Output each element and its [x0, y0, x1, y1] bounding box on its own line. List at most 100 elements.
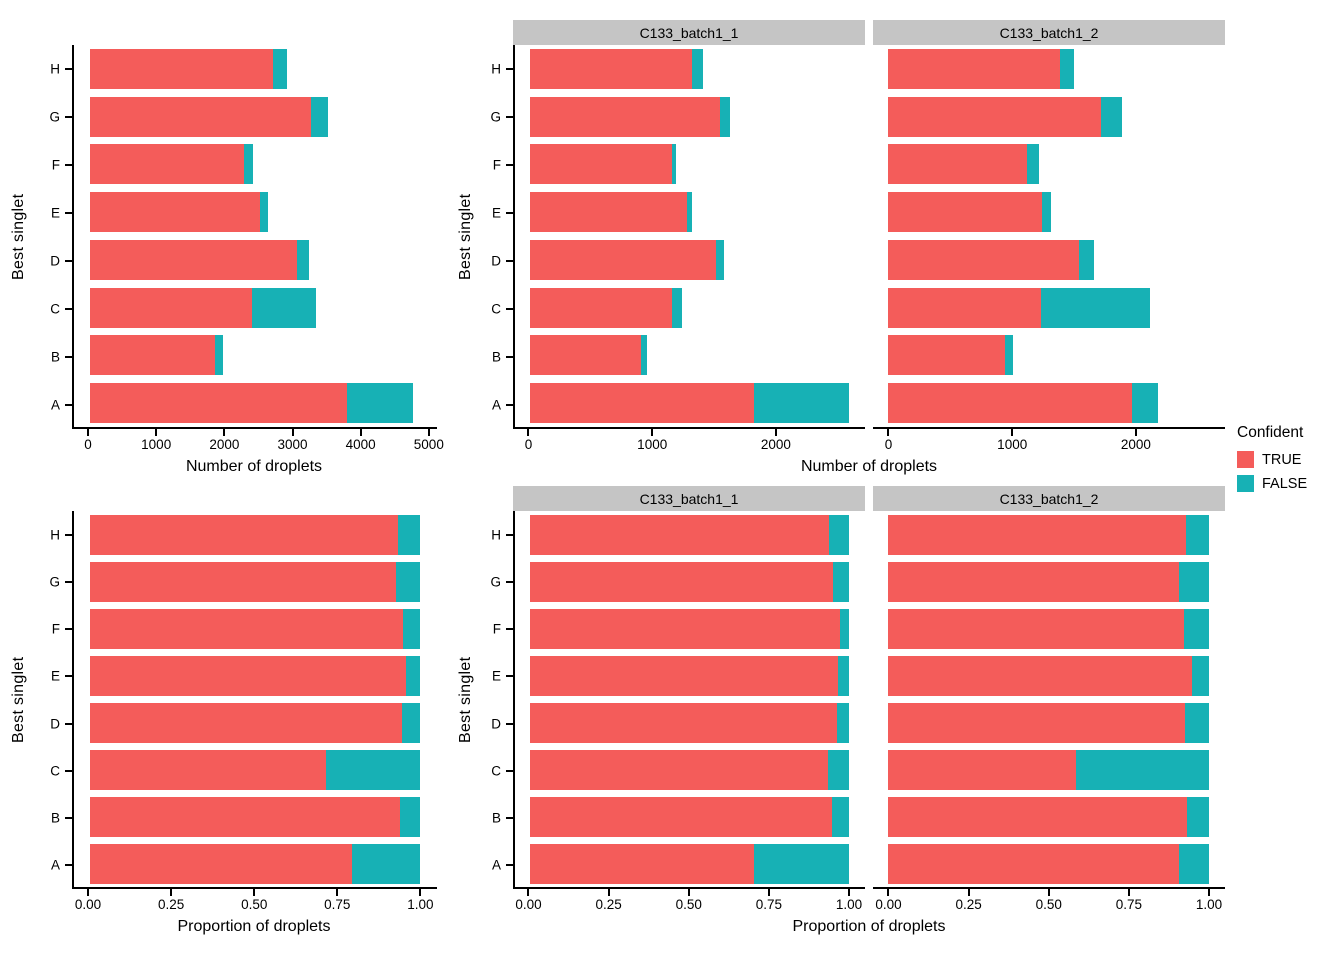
bar-segment-true [888, 335, 1005, 376]
legend-item-false: FALSE [1237, 475, 1307, 492]
bar-segment-false [402, 608, 421, 649]
stacked-bar [89, 96, 437, 137]
stacked-bar [89, 608, 437, 649]
x-tick-label: 3000 [277, 437, 308, 452]
bar-row-E [888, 652, 1225, 699]
x-tick-label: 0.50 [241, 897, 268, 912]
bar-row-D [888, 699, 1225, 746]
bar-segment-true [89, 608, 403, 649]
y-tick-mark [65, 817, 72, 820]
stacked-bar [530, 655, 865, 696]
bar-segment-true [888, 192, 1042, 233]
bar-row-A [530, 379, 865, 427]
y-tick-mark [506, 769, 513, 772]
bar-segment-false [1004, 335, 1014, 376]
y-tick-label-H: H [50, 61, 60, 77]
bar-segment-true [89, 96, 311, 137]
bar-segment-false [839, 608, 850, 649]
y-tick-label-H: H [491, 61, 501, 77]
bar-panel-proportions-batch1-1 [513, 511, 865, 889]
y-tick-label-E: E [50, 668, 60, 684]
bar-segment-true [530, 749, 829, 790]
bar-row-B [530, 793, 865, 840]
x-tick-label: 2000 [760, 437, 791, 452]
bar-segment-false [1079, 239, 1095, 280]
y-tick-label-F: F [51, 157, 60, 173]
y-tick-label-F: F [492, 157, 501, 173]
x-axis-counts-batch1-2: 0 1000 2000 [873, 429, 1225, 456]
y-axis-title: Best singlet [457, 193, 474, 281]
legend-label-true: TRUE [1262, 451, 1302, 468]
stacked-bar [89, 702, 437, 743]
bar-segment-false [1183, 608, 1209, 649]
bar-segment-true [888, 749, 1076, 790]
bar-row-F [888, 605, 1225, 652]
y-tick-mark [506, 864, 513, 867]
bar-segment-false [1191, 655, 1209, 696]
y-tick-mark [65, 116, 72, 118]
x-tick-label: 1000 [997, 437, 1028, 452]
bar-segment-false [1132, 383, 1158, 424]
stacked-bar [89, 796, 437, 837]
x-tick-mark [291, 429, 294, 436]
strip-spacer [32, 20, 437, 45]
y-tick-mark [65, 356, 72, 358]
bar-row-A [89, 379, 437, 427]
x-tick-mark [687, 889, 690, 896]
bar-row-C [530, 284, 865, 332]
x-tick-label: 0.75 [324, 897, 351, 912]
y-tick-mark [506, 675, 513, 678]
bar-segment-false [671, 287, 682, 328]
bar-row-A [888, 840, 1225, 887]
y-tick-label-G: G [490, 574, 501, 590]
y-tick-label-B: B [50, 810, 60, 826]
x-tick-label: 0.00 [515, 897, 542, 912]
bar-segment-true [888, 702, 1185, 743]
bar-segment-false [397, 514, 421, 555]
bar-segment-false [296, 239, 310, 280]
bar-segment-true [89, 655, 406, 696]
bar-row-A [530, 840, 865, 887]
bar-segment-true [89, 796, 401, 837]
bar-panel-proportions-batch1-2 [873, 511, 1225, 889]
x-axis-counts-overall: 0 1000 2000 3000 4000 5000 [72, 429, 444, 456]
stacked-bar [888, 843, 1225, 884]
y-tick-label-C: C [50, 763, 60, 779]
bar-segment-false [1060, 48, 1075, 89]
y-tick-label-H: H [491, 527, 501, 543]
bar-row-G [89, 558, 437, 605]
bar-segment-false [1100, 96, 1123, 137]
bar-segment-false [753, 843, 850, 884]
y-tick-mark [506, 308, 513, 310]
x-tick-label: 4000 [345, 437, 376, 452]
y-tick-label-D: D [491, 716, 501, 732]
bar-segment-true [888, 239, 1079, 280]
y-tick-labels: H G F E D C B A [479, 45, 513, 429]
stacked-bar [530, 48, 865, 89]
bar-panel-proportions-overall [72, 511, 437, 889]
y-tick-label-E: E [491, 205, 501, 221]
bar-panel-counts-batch1-1 [513, 45, 865, 429]
bar-row-H [530, 45, 865, 93]
y-tick-mark [65, 864, 72, 867]
y-tick-mark [65, 533, 72, 536]
y-tick-mark [506, 116, 513, 118]
facet-strip: C133_batch1_2 [873, 20, 1225, 45]
bar-row-H [888, 45, 1225, 93]
y-tick-mark [506, 260, 513, 262]
y-tick-mark [65, 580, 72, 583]
x-tick-label: 0.75 [1115, 897, 1142, 912]
x-axis-proportions-batch1-2: 0.00 0.25 0.50 0.75 1.00 [873, 889, 1225, 916]
bar-row-C [530, 746, 865, 793]
bar-segment-true [89, 335, 215, 376]
bar-row-E [89, 652, 437, 699]
bar-segment-true [89, 383, 347, 424]
y-tick-mark [506, 628, 513, 631]
bar-segment-false [1179, 561, 1209, 602]
bar-segment-true [89, 144, 244, 185]
bar-segment-true [530, 192, 687, 233]
bar-segment-true [530, 608, 840, 649]
stacked-bar [530, 96, 865, 137]
bar-row-H [888, 511, 1225, 558]
y-tick-label-D: D [50, 716, 60, 732]
